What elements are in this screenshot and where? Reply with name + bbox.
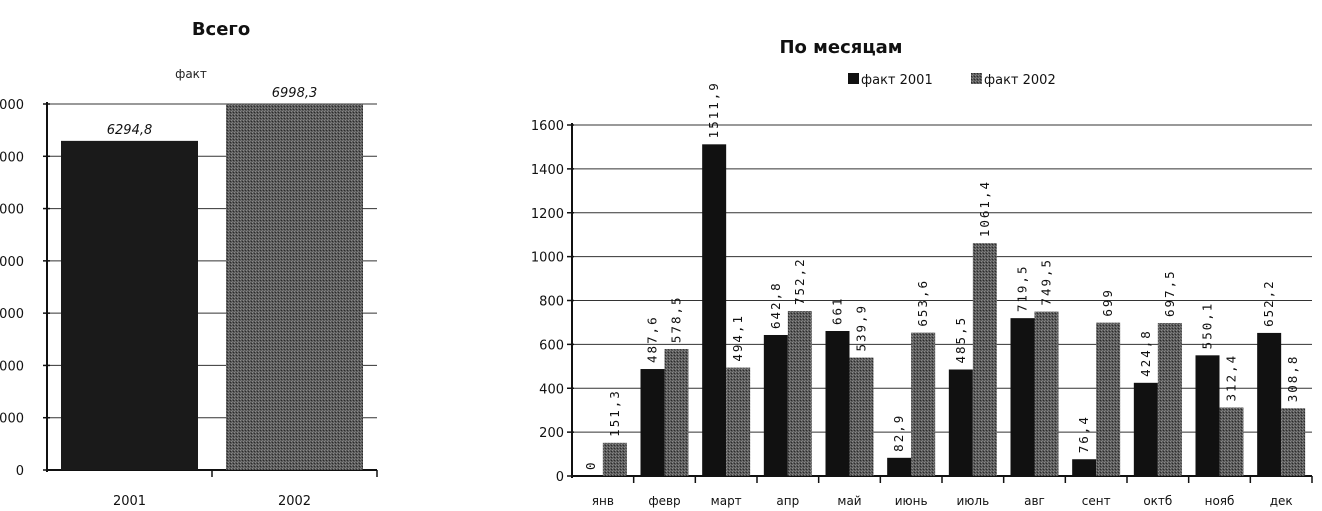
bar-2001-сент [1072, 459, 1097, 476]
right-x-tick-label: дек [1270, 494, 1293, 508]
bar-value-label-2002: 312,4 [1224, 354, 1239, 402]
legend-swatch-2001 [848, 73, 859, 84]
bar-2001-авг [1010, 318, 1035, 476]
bar-value-label-2001: 1511,9 [706, 81, 721, 138]
bar-2002-нояб [1219, 407, 1244, 476]
right-y-tick-label: 200 [539, 426, 564, 441]
right-x-tick-label: февр [648, 494, 680, 508]
bar-value-label-2001: 82,9 [891, 414, 906, 452]
bar-2002-сент [1096, 322, 1121, 476]
legend-swatch-2002 [971, 73, 982, 84]
bar-value-label-2001: 0 [583, 460, 598, 470]
left-bar-value-label: 6998,3 [272, 86, 318, 101]
bar-2002-янв [602, 442, 627, 476]
bar-2001-февр [640, 369, 665, 476]
bar-2001-июль [948, 369, 973, 476]
left-x-tick-label: 2001 [113, 494, 146, 509]
bar-value-label-2002: 539,9 [854, 304, 869, 352]
right-y-tick-label: 800 [539, 295, 564, 310]
bar-2002-дек [1281, 408, 1306, 476]
bar-value-label-2002: 494,1 [730, 314, 745, 362]
bar-2002-февр [664, 349, 689, 476]
bar-value-label-2001: 652,2 [1261, 279, 1276, 327]
right-x-tick-label: авг [1024, 494, 1045, 508]
right-y-tick-label: 1600 [531, 119, 564, 134]
legend-label-2002: факт 2002 [984, 73, 1056, 88]
bar-value-label-2002: 752,2 [792, 257, 807, 305]
right-y-tick-label: 600 [539, 338, 564, 353]
left-y-tick-label: 000 [0, 359, 24, 374]
right-y-tick-label: 1200 [531, 207, 564, 222]
right-x-tick-label: апр [776, 494, 799, 508]
right-y-tick-label: 1000 [531, 251, 564, 266]
bar-value-label-2001: 550,1 [1200, 302, 1215, 350]
left-y-tick-label: 0 [16, 464, 24, 479]
bar-2002-авг [1034, 311, 1059, 476]
left-bar-2002 [226, 104, 363, 471]
right-y-tick-label: 1400 [531, 163, 564, 178]
bar-value-label-2001: 485,5 [953, 316, 968, 364]
bar-2001-апр [763, 334, 788, 476]
bar-value-label-2001: 76,4 [1076, 415, 1091, 453]
left-chart-plot: 00000000000000000000006294,820016998,320… [0, 86, 378, 509]
right-x-tick-label: сент [1082, 494, 1111, 508]
right-x-tick-label: октб [1143, 494, 1172, 508]
left-y-tick-label: 000 [0, 307, 24, 322]
bar-value-label-2002: 151,3 [607, 389, 622, 437]
bar-value-label-2002: 578,5 [669, 295, 684, 343]
right-y-tick-label: 0 [556, 470, 564, 485]
bar-2002-июль [972, 243, 997, 476]
bar-value-label-2001: 719,5 [1015, 265, 1030, 313]
left-x-tick-label: 2002 [278, 494, 311, 509]
bar-value-label-2001: 424,8 [1138, 329, 1153, 377]
bar-value-label-2002: 653,6 [915, 279, 930, 327]
right-chart-plot: 0 200 400 600 800 1000 1200 1400 1600 0 151,3 янв 48… [531, 81, 1313, 508]
bar-2001-июнь [887, 457, 912, 476]
right-chart-legend: факт 2001 факт 2002 [848, 73, 1056, 88]
bar-value-label-2002: 699 [1100, 288, 1115, 317]
bar-value-label-2002: 1061,4 [977, 180, 992, 237]
bar-2002-март [726, 367, 751, 476]
left-bar-2001 [61, 140, 198, 470]
bar-value-label-2001: 642,8 [768, 281, 783, 329]
legend-label-2001: факт 2001 [861, 73, 933, 88]
left-y-tick-label: 000 [0, 203, 24, 218]
right-x-tick-label: янв [592, 494, 614, 508]
right-x-tick-label: июль [957, 494, 990, 508]
bar-value-label-2002: 308,8 [1285, 355, 1300, 403]
bar-2001-май [825, 330, 850, 476]
right-x-tick-label: май [837, 494, 861, 508]
right-x-tick-label: нояб [1205, 494, 1235, 508]
right-x-tick-label: март [711, 494, 742, 508]
right-x-tick-label: июнь [895, 494, 928, 508]
bar-value-label-2002: 749,5 [1039, 258, 1054, 306]
right-y-tick-label: 400 [539, 382, 564, 397]
bar-2002-апр [787, 310, 812, 476]
left-y-tick-label: 000 [0, 150, 24, 165]
bar-value-label-2001: 661 [830, 296, 845, 325]
bar-value-label-2002: 697,5 [1162, 269, 1177, 317]
left-y-tick-label: 000 [0, 98, 24, 113]
left-y-tick-label: 000 [0, 255, 24, 270]
bar-2002-октб [1157, 322, 1182, 476]
bar-2001-дек [1257, 332, 1282, 476]
bar-2001-октб [1133, 382, 1158, 476]
bar-2001-март [702, 144, 727, 476]
bar-2001-нояб [1195, 355, 1220, 476]
bar-value-label-2001: 487,6 [645, 315, 660, 363]
left-bar-value-label: 6294,8 [107, 123, 153, 138]
left-chart-title: Всего [192, 19, 250, 40]
left-y-tick-label: 000 [0, 412, 24, 427]
bar-2002-май [849, 357, 874, 476]
left-chart-subtitle: факт [175, 67, 207, 81]
bar-2002-июнь [911, 332, 936, 476]
right-chart-title: По месяцам [779, 37, 902, 58]
